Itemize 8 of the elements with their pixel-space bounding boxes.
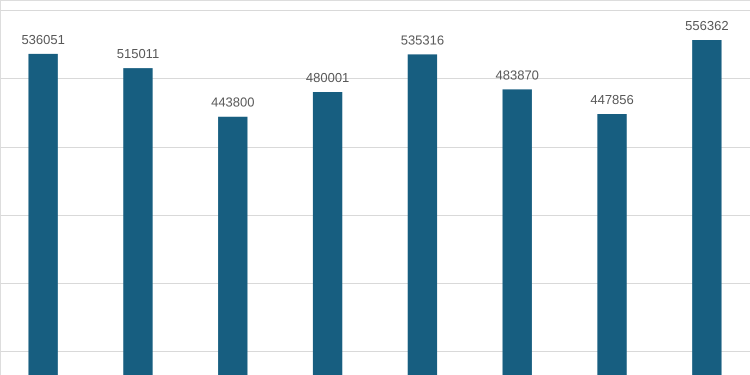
data-label: 480001 <box>306 70 350 86</box>
data-label: 483870 <box>496 67 539 82</box>
data-label: 443800 <box>211 94 254 110</box>
data-label: 556362 <box>685 18 729 33</box>
data-label: 536051 <box>21 32 65 47</box>
data-label: 447856 <box>590 92 634 107</box>
data-label: 535316 <box>400 32 444 48</box>
data-label: 515011 <box>116 46 160 62</box>
